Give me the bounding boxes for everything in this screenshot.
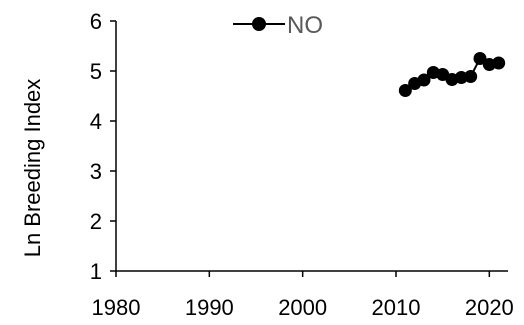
y-tick-label: 2 <box>90 209 102 234</box>
x-tick-label: 1980 <box>92 295 141 320</box>
data-point <box>492 56 506 70</box>
y-tick-label: 3 <box>90 159 102 184</box>
x-tick-group: 1980 1990 2000 2010 2020 <box>92 271 514 320</box>
series-layer <box>398 52 506 97</box>
data-point <box>464 70 478 83</box>
y-axis: 1 2 3 4 5 6 <box>90 9 117 284</box>
x-tick-label: 2000 <box>278 295 327 320</box>
y-tick-label: 6 <box>90 9 102 34</box>
y-tick-label: 1 <box>90 259 102 284</box>
x-tick-label: 1990 <box>185 295 234 320</box>
y-tick-label: 4 <box>90 109 102 134</box>
legend-marker-swatch <box>252 17 266 31</box>
data-point <box>398 84 412 97</box>
x-tick-label: 2010 <box>372 295 421 320</box>
y-tick-label: 5 <box>90 59 102 84</box>
y-axis-title: Ln Breeding Index <box>20 79 45 258</box>
x-axis: 1980 1990 2000 2010 2020 <box>92 270 514 320</box>
data-point <box>417 73 431 87</box>
legend: NO <box>233 12 323 39</box>
legend-label: NO <box>287 12 323 39</box>
y-tick-group: 1 2 3 4 5 6 <box>90 9 116 284</box>
x-tick-label: 2020 <box>465 295 514 320</box>
data-point <box>473 52 487 65</box>
